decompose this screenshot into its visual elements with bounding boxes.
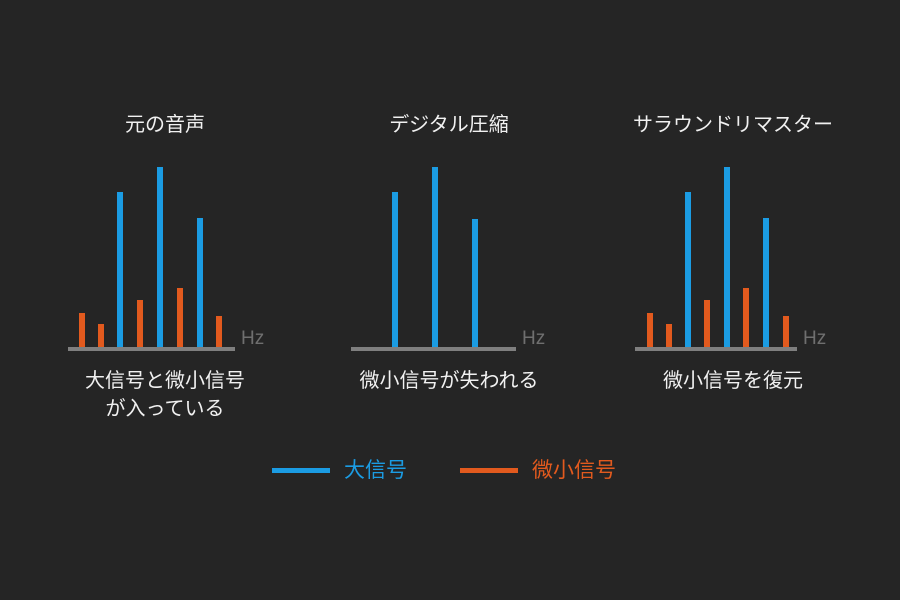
chart-title: デジタル圧縮 [389, 114, 509, 136]
large-signal-bar [685, 192, 691, 347]
small-signal-label: 微小信号 [532, 458, 616, 482]
small-signal-bar [647, 313, 653, 347]
large-signal-label: 大信号 [344, 458, 407, 482]
large-signal-bar [392, 192, 398, 347]
small-signal-bar [177, 288, 183, 347]
large-signal-bar [117, 192, 123, 347]
chart-title: 元の音声 [125, 114, 205, 136]
large-signal-bar [197, 218, 203, 347]
small-signal-bar [79, 313, 85, 347]
legend: 大信号 微小信号 [272, 457, 616, 484]
chart-title: サラウンドリマスター [633, 114, 833, 136]
frequency-axis-line [68, 347, 235, 351]
chart-surround-remaster: サラウンドリマスター Hz 微小信号を復元 [598, 0, 868, 600]
small-signal-bar [783, 316, 789, 347]
large-signal-swatch [272, 468, 330, 473]
spectrum-bars [351, 0, 516, 347]
frequency-axis-line [635, 347, 797, 351]
legend-item-small-signal: 微小信号 [460, 458, 616, 484]
large-signal-bar [472, 219, 478, 347]
small-signal-bar [743, 288, 749, 347]
large-signal-bar [724, 167, 730, 347]
chart-caption: 微小信号が失われる [359, 370, 539, 392]
chart-digital-compression: デジタル圧縮 Hz 微小信号が失われる [314, 0, 584, 600]
frequency-axis-line [351, 347, 516, 351]
hz-axis-label: Hz [241, 328, 265, 349]
small-signal-bar [216, 316, 222, 347]
chart-original-audio: 元の音声 Hz 大信号と微小信号 が入っている [30, 0, 300, 600]
large-signal-bar [157, 167, 163, 347]
small-signal-bar [98, 324, 104, 347]
small-signal-swatch [460, 468, 518, 473]
hz-axis-label: Hz [803, 328, 827, 349]
spectrum-bars [68, 0, 235, 347]
hz-axis-label: Hz [522, 328, 546, 349]
large-signal-bar [763, 218, 769, 347]
small-signal-bar [666, 324, 672, 347]
chart-caption: 微小信号を復元 [663, 370, 803, 392]
chart-caption: 大信号と微小信号 が入っている [85, 370, 245, 420]
legend-item-large-signal: 大信号 [272, 458, 407, 484]
small-signal-bar [704, 300, 710, 347]
large-signal-bar [432, 167, 438, 347]
small-signal-bar [137, 300, 143, 347]
spectrum-bars [635, 0, 797, 347]
